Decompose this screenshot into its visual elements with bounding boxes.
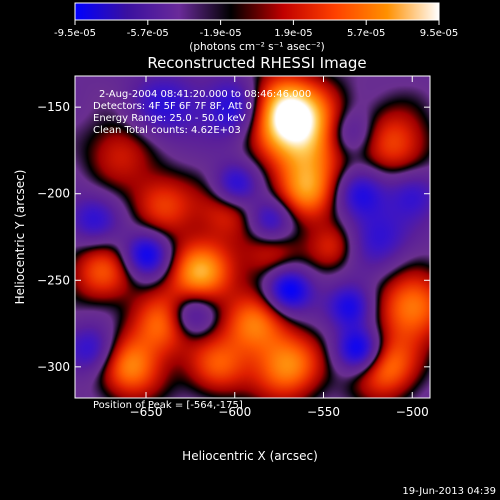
colorbar-tick-label: 9.5e-05: [420, 28, 458, 39]
plot-frame: [74, 75, 431, 399]
y-axis-label: Heliocentric Y (arcsec): [13, 170, 27, 305]
colorbar-tick-label: -5.7e-05: [127, 28, 169, 39]
colorbar-tick-label: -1.9e-05: [200, 28, 242, 39]
y-axis-ticks: −150 −200 −250 −300: [37, 100, 430, 374]
info-clean: Clean Total counts: 4.62E+03: [93, 125, 241, 136]
y-tick-label: −150: [37, 100, 70, 114]
colorbar: [74, 2, 440, 21]
x-tick-label: −550: [307, 405, 340, 419]
y-tick-label: −300: [37, 360, 70, 374]
info-energy: Energy Range: 25.0 - 50.0 keV: [93, 113, 246, 124]
y-tick-label: −250: [37, 273, 70, 287]
info-time-range: 2-Aug-2004 08:41:20.000 to 08:46:46.000: [99, 89, 311, 100]
x-tick-label: −500: [396, 405, 429, 419]
heatmap-image: [75, 76, 430, 398]
info-peak-position: Position of Peak = [-564,-175]: [93, 400, 243, 411]
x-tick-label: −600: [218, 405, 251, 419]
colorbar-ticks: -9.5e-05 -5.7e-05 -1.9e-05 1.9e-05 5.7e-05 9.…: [54, 20, 458, 39]
info-detectors: Detectors: 4F 5F 6F 7F 8F, Att 0: [93, 101, 252, 112]
heatmap-image-container: [75, 76, 430, 398]
colorbar-tick-label: 5.7e-05: [347, 28, 385, 39]
x-tick-label: −650: [130, 405, 163, 419]
y-tick-label: −200: [37, 187, 70, 201]
colorbar-tick-label: 1.9e-05: [274, 28, 312, 39]
chart-title: Reconstructed RHESSI Image: [147, 54, 366, 72]
x-axis-ticks: −650 −600 −550 −500: [130, 76, 429, 419]
x-axis-label: Heliocentric X (arcsec): [182, 449, 318, 463]
colorbar-units: (photons cm⁻² s⁻¹ asec⁻²): [189, 41, 324, 53]
footer-date: 19-Jun-2013 04:39: [402, 486, 496, 497]
colorbar-tick-label: -9.5e-05: [54, 28, 96, 39]
